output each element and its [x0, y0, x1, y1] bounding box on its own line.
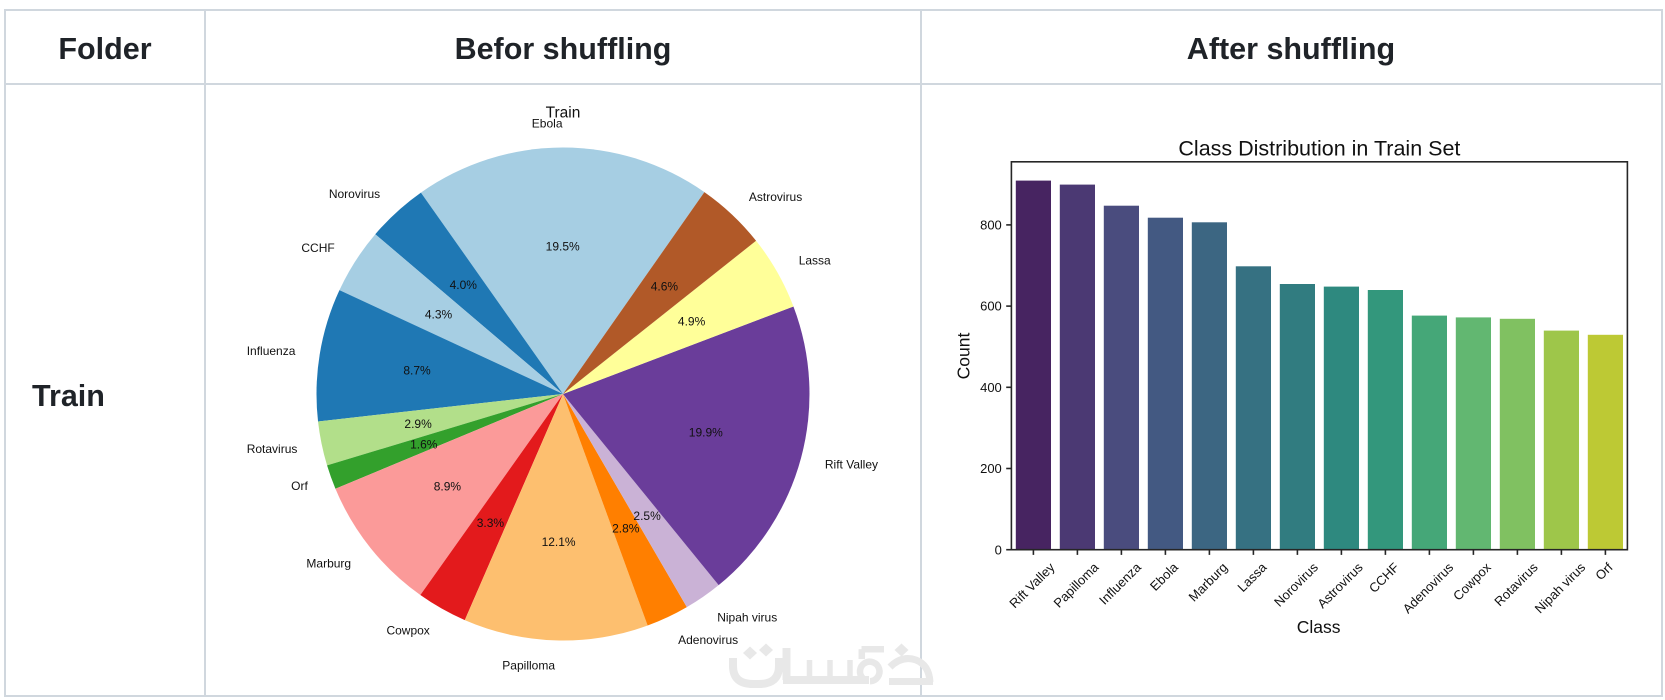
svg-text:Rift Valley: Rift Valley: [1006, 559, 1058, 611]
svg-text:Papilloma: Papilloma: [1050, 559, 1102, 611]
svg-text:Norovirus: Norovirus: [329, 187, 380, 201]
svg-text:Lassa: Lassa: [1234, 559, 1270, 595]
svg-text:Influenza: Influenza: [1096, 559, 1144, 607]
svg-text:Ebola: Ebola: [532, 116, 563, 130]
svg-text:Orf: Orf: [1592, 559, 1616, 583]
svg-text:Rotavirus: Rotavirus: [247, 442, 298, 456]
svg-text:Class Distribution in Train Se: Class Distribution in Train Set: [1178, 136, 1460, 160]
svg-text:Cowpox: Cowpox: [386, 624, 429, 638]
svg-text:Ebola: Ebola: [1147, 559, 1182, 594]
svg-text:CCHF: CCHF: [1366, 560, 1402, 596]
svg-text:0: 0: [995, 542, 1002, 557]
svg-text:Count: Count: [954, 333, 974, 380]
svg-text:12.1%: 12.1%: [542, 535, 576, 549]
svg-text:4.9%: 4.9%: [678, 314, 706, 328]
svg-text:Nipah virus: Nipah virus: [1532, 559, 1589, 616]
svg-text:800: 800: [980, 218, 1002, 233]
svg-text:Nipah virus: Nipah virus: [717, 610, 777, 624]
svg-text:4.6%: 4.6%: [651, 280, 679, 294]
svg-text:600: 600: [980, 299, 1002, 314]
svg-text:8.9%: 8.9%: [434, 480, 462, 494]
svg-text:Lassa: Lassa: [799, 253, 831, 267]
svg-text:3.3%: 3.3%: [477, 516, 505, 530]
svg-text:Papilloma: Papilloma: [502, 658, 555, 672]
svg-text:Astrovirus: Astrovirus: [1314, 559, 1366, 611]
svg-text:CCHF: CCHF: [301, 241, 334, 255]
svg-text:Norovirus: Norovirus: [1271, 559, 1321, 609]
svg-text:400: 400: [980, 380, 1002, 395]
svg-text:200: 200: [980, 461, 1002, 476]
svg-text:Influenza: Influenza: [247, 344, 296, 358]
svg-text:Rift Valley: Rift Valley: [825, 458, 878, 472]
svg-text:2.8%: 2.8%: [612, 521, 640, 535]
svg-text:Adenovirus: Adenovirus: [678, 633, 738, 647]
svg-text:Marburg: Marburg: [1186, 560, 1231, 605]
svg-text:8.7%: 8.7%: [403, 364, 431, 378]
svg-text:Rotavirus: Rotavirus: [1491, 559, 1541, 609]
svg-text:Class: Class: [1297, 617, 1341, 637]
svg-text:19.5%: 19.5%: [546, 240, 580, 254]
svg-text:Astrovirus: Astrovirus: [749, 190, 802, 204]
svg-text:4.3%: 4.3%: [425, 308, 453, 322]
svg-text:2.5%: 2.5%: [633, 509, 661, 523]
svg-text:19.9%: 19.9%: [689, 426, 723, 440]
svg-text:Marburg: Marburg: [306, 557, 351, 571]
svg-text:2.9%: 2.9%: [404, 417, 432, 431]
svg-text:Train: Train: [546, 105, 581, 122]
svg-text:Orf: Orf: [291, 479, 308, 493]
svg-text:1.6%: 1.6%: [410, 437, 438, 451]
svg-text:Adenovirus: Adenovirus: [1400, 559, 1457, 616]
svg-text:Cowpox: Cowpox: [1450, 559, 1494, 603]
svg-text:4.0%: 4.0%: [450, 278, 478, 292]
